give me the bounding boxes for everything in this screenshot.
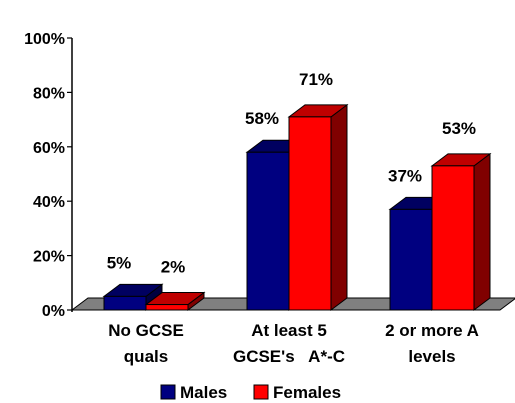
x-category-label: GCSE's A*-C	[233, 347, 345, 366]
x-category-label: At least 5	[251, 321, 327, 340]
y-tick-label: 40%	[33, 194, 65, 211]
y-axis: 0% 20% 40% 60% 80% 100%	[24, 31, 73, 320]
legend-label-females: Females	[273, 383, 341, 402]
y-tick-label: 20%	[33, 249, 65, 266]
data-label: 58%	[245, 109, 279, 128]
legend-swatch-males	[160, 384, 176, 400]
bar-females-1	[287, 103, 349, 311]
legend-swatch-females	[253, 384, 269, 400]
bar-females-2	[430, 152, 492, 311]
y-tick-label: 80%	[33, 85, 65, 102]
x-category-label: 2 or more A	[385, 321, 479, 340]
bar-group	[102, 103, 492, 311]
x-category-label: quals	[124, 347, 168, 366]
y-tick-label: 0%	[42, 303, 65, 320]
data-label: 5%	[107, 253, 132, 272]
legend-label-males: Males	[180, 383, 227, 402]
data-label: 2%	[161, 258, 186, 277]
x-category-label: No GCSE	[108, 321, 184, 340]
data-label: 37%	[388, 166, 422, 185]
y-tick-label: 60%	[33, 140, 65, 157]
bar-females-0	[144, 291, 206, 311]
y-tick-label: 100%	[24, 31, 65, 48]
data-labels: 5% 2% 58% 71% 37% 53%	[107, 70, 476, 277]
data-label: 71%	[299, 70, 333, 89]
x-axis-labels: No GCSE quals At least 5 GCSE's A*-C 2 or mo…	[108, 321, 479, 366]
x-category-label: levels	[408, 347, 455, 366]
legend: Males Females	[160, 383, 341, 402]
data-label: 53%	[442, 119, 476, 138]
